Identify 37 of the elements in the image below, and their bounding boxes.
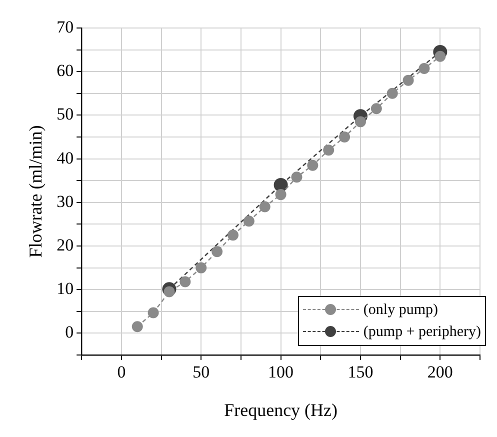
point [307, 160, 318, 171]
point [418, 63, 430, 74]
point [386, 88, 398, 99]
y-tick-label: 50 [56, 104, 74, 124]
x-tick-label: 100 [268, 362, 294, 382]
point [164, 286, 175, 298]
x-tick-label: 200 [427, 362, 453, 382]
point [132, 321, 143, 332]
point [212, 246, 223, 258]
y-tick-label: 60 [56, 61, 74, 80]
point [370, 103, 382, 114]
point [354, 116, 366, 128]
y-tick-label: 70 [56, 17, 74, 36]
x-tick-label: 50 [192, 362, 210, 382]
x-tick-label: 150 [348, 362, 374, 382]
y-tick-label: 20 [56, 235, 74, 254]
point [402, 74, 414, 86]
point [196, 262, 207, 274]
legend-label: (only pump) [363, 302, 438, 318]
y-tick-label: 30 [56, 192, 74, 211]
point [291, 172, 302, 183]
y-tick-label: 0 [65, 322, 74, 342]
y-tick-label: 40 [56, 148, 74, 168]
point [434, 50, 446, 62]
x-axis-title: Frequency (Hz) [224, 400, 338, 420]
point [339, 132, 350, 142]
point [275, 189, 286, 200]
point [180, 276, 191, 288]
point [259, 201, 270, 212]
y-axis-title: Flowrate (ml/min) [26, 125, 46, 258]
legend-label: (pump + periphery) [363, 324, 481, 340]
point [148, 307, 159, 318]
y-tick-label: 10 [56, 279, 74, 298]
point [227, 230, 238, 241]
x-tick-label: 0 [117, 362, 126, 382]
point [243, 216, 254, 227]
point [323, 144, 334, 156]
